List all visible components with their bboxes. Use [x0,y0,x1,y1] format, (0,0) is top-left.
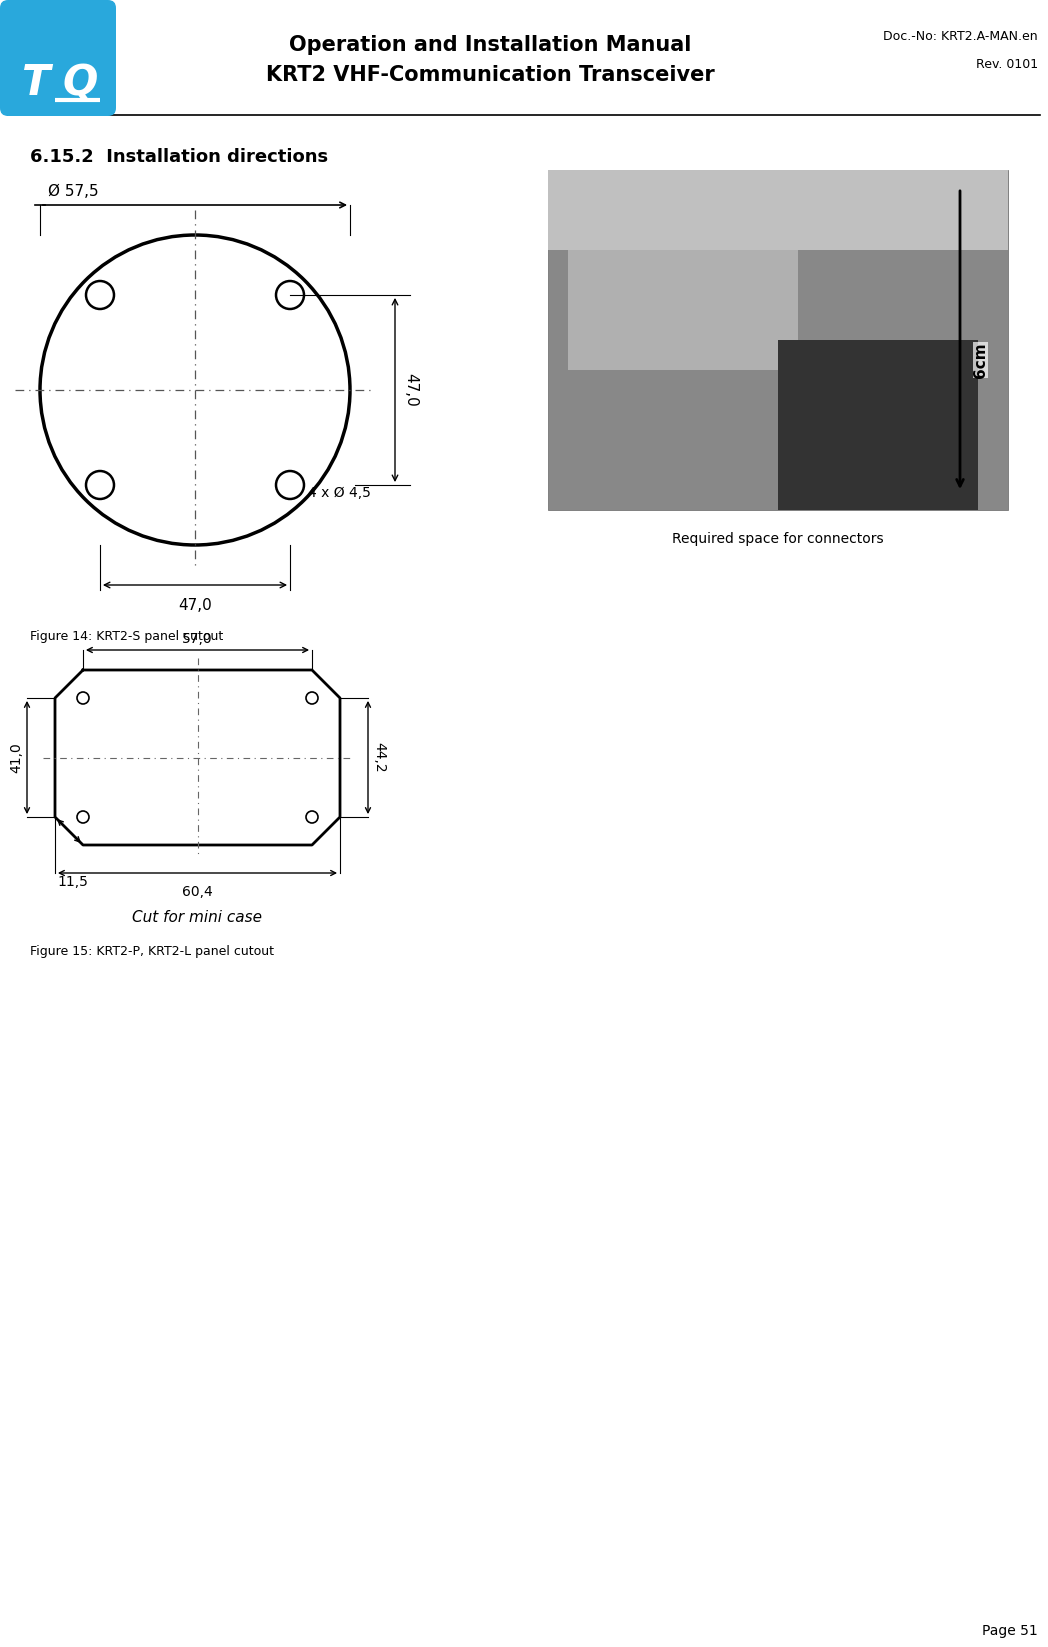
Text: Figure 14: KRT2-S panel cutout: Figure 14: KRT2-S panel cutout [30,631,223,642]
Text: T: T [22,63,50,104]
Bar [548,170,1008,250]
Text: Ø 57,5: Ø 57,5 [48,184,99,199]
Bar [548,170,1008,511]
Text: 11,5: 11,5 [57,875,88,889]
Bar [568,250,798,371]
Text: Q: Q [62,63,97,104]
FancyBboxPatch shape [0,0,116,115]
Text: Cut for mini case: Cut for mini case [132,911,262,926]
Bar [778,339,978,511]
Text: Doc.-No: KRT2.A-MAN.en: Doc.-No: KRT2.A-MAN.en [883,30,1038,43]
Text: Required space for connectors: Required space for connectors [672,532,883,547]
Text: 41,0: 41,0 [9,743,23,772]
Text: 47,0: 47,0 [178,598,212,613]
Text: 60,4: 60,4 [182,884,213,899]
Text: Figure 15: KRT2-P, KRT2-L panel cutout: Figure 15: KRT2-P, KRT2-L panel cutout [30,945,274,959]
Text: 47,0: 47,0 [403,374,418,407]
Text: 57,0: 57,0 [182,632,213,646]
Text: 6.15.2  Installation directions: 6.15.2 Installation directions [30,148,328,166]
Text: Rev. 0101: Rev. 0101 [976,58,1038,71]
Text: 44,2: 44,2 [372,743,386,772]
Text: Page 51: Page 51 [982,1624,1038,1639]
Text: 6cm: 6cm [973,343,987,377]
Text: Operation and Installation Manual: Operation and Installation Manual [289,35,692,54]
Text: KRT2 VHF-Communication Transceiver: KRT2 VHF-Communication Transceiver [265,64,715,86]
Text: 4 x Ø 4,5: 4 x Ø 4,5 [308,486,371,501]
